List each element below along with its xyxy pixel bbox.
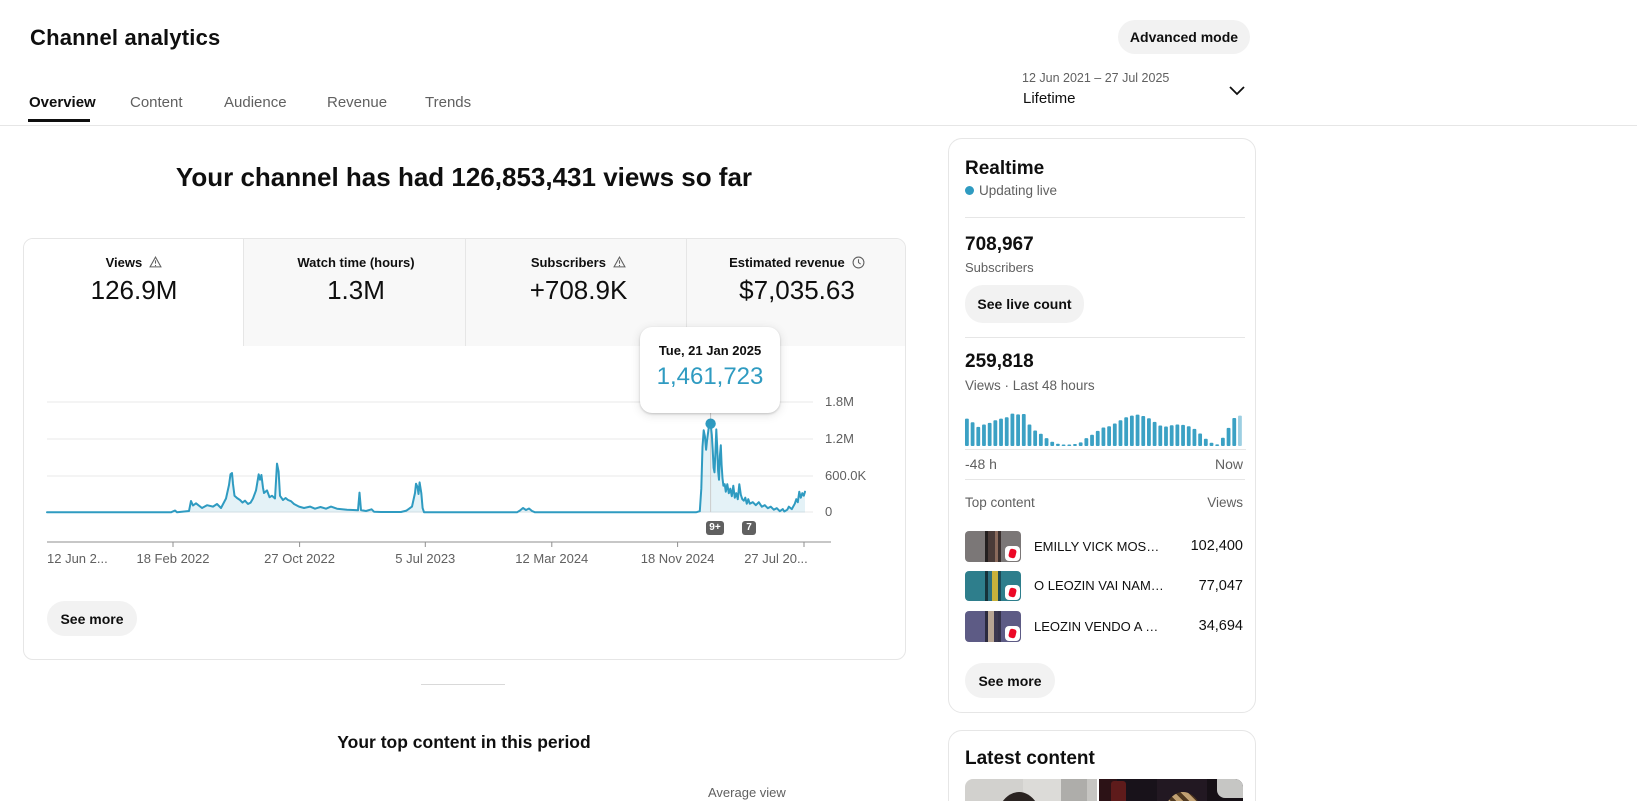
svg-text:0: 0 <box>825 504 832 519</box>
svg-text:12 Jun 2...: 12 Jun 2... <box>47 551 108 566</box>
svg-text:1.2M: 1.2M <box>825 431 854 446</box>
svg-text:5 Jul 2023: 5 Jul 2023 <box>395 551 455 566</box>
svg-text:600.0K: 600.0K <box>825 468 867 483</box>
svg-text:18 Nov 2024: 18 Nov 2024 <box>641 551 715 566</box>
svg-text:12 Mar 2024: 12 Mar 2024 <box>515 551 588 566</box>
svg-text:27 Oct 2022: 27 Oct 2022 <box>264 551 335 566</box>
svg-text:27 Jul 20...: 27 Jul 20... <box>744 551 808 566</box>
svg-text:18 Feb 2022: 18 Feb 2022 <box>136 551 209 566</box>
svg-text:1.8M: 1.8M <box>825 394 854 409</box>
